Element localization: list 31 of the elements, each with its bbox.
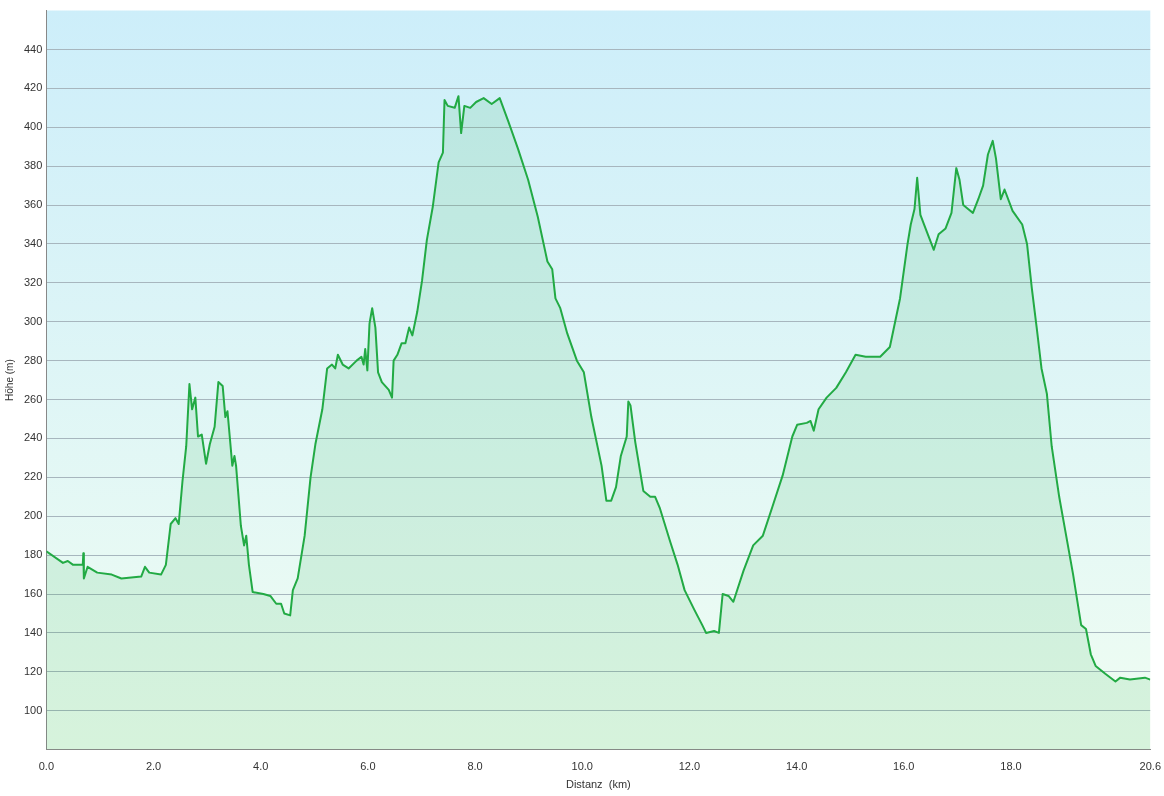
y-tick-label: 120: [23, 664, 43, 677]
y-tick-label: 240: [23, 431, 43, 444]
y-tick-label: 400: [23, 120, 43, 133]
x-tick-label: 8.0: [467, 760, 483, 773]
y-tick-label: 200: [23, 509, 43, 522]
y-axis-title: Höhe (m): [3, 359, 15, 401]
y-tick-label: 280: [23, 353, 43, 366]
y-tick-label: 100: [23, 703, 43, 716]
x-tick-label: 14.0: [785, 760, 808, 773]
y-tick-label: 220: [23, 470, 43, 483]
x-tick-label: 20.6: [1139, 760, 1162, 773]
y-tick-label: 340: [23, 237, 43, 249]
y-tick-label: 140: [23, 625, 43, 638]
x-tick-label: 16.0: [893, 760, 915, 773]
x-axis-title: Distanz (km): [565, 778, 631, 791]
x-tick-label: 2.0: [145, 760, 162, 773]
x-tick-label: 10.0: [571, 760, 593, 773]
x-tick-label: 0.0: [38, 760, 54, 773]
x-tick-label: 18.0: [1000, 760, 1022, 773]
y-tick-label: 440: [23, 42, 43, 55]
y-tick-label: 320: [23, 275, 43, 288]
y-tick-label: 360: [23, 198, 43, 211]
x-tick-label: 12.0: [678, 760, 701, 773]
y-tick-label: 300: [23, 314, 43, 327]
y-tick-label: 160: [23, 587, 43, 600]
x-tick-label: 6.0: [360, 760, 376, 773]
y-tick-label: 380: [23, 159, 43, 172]
x-tick-label: 4.0: [253, 760, 269, 773]
y-tick-label: 180: [23, 548, 43, 561]
y-tick-label: 260: [23, 392, 43, 405]
y-tick-label: 420: [23, 81, 43, 94]
